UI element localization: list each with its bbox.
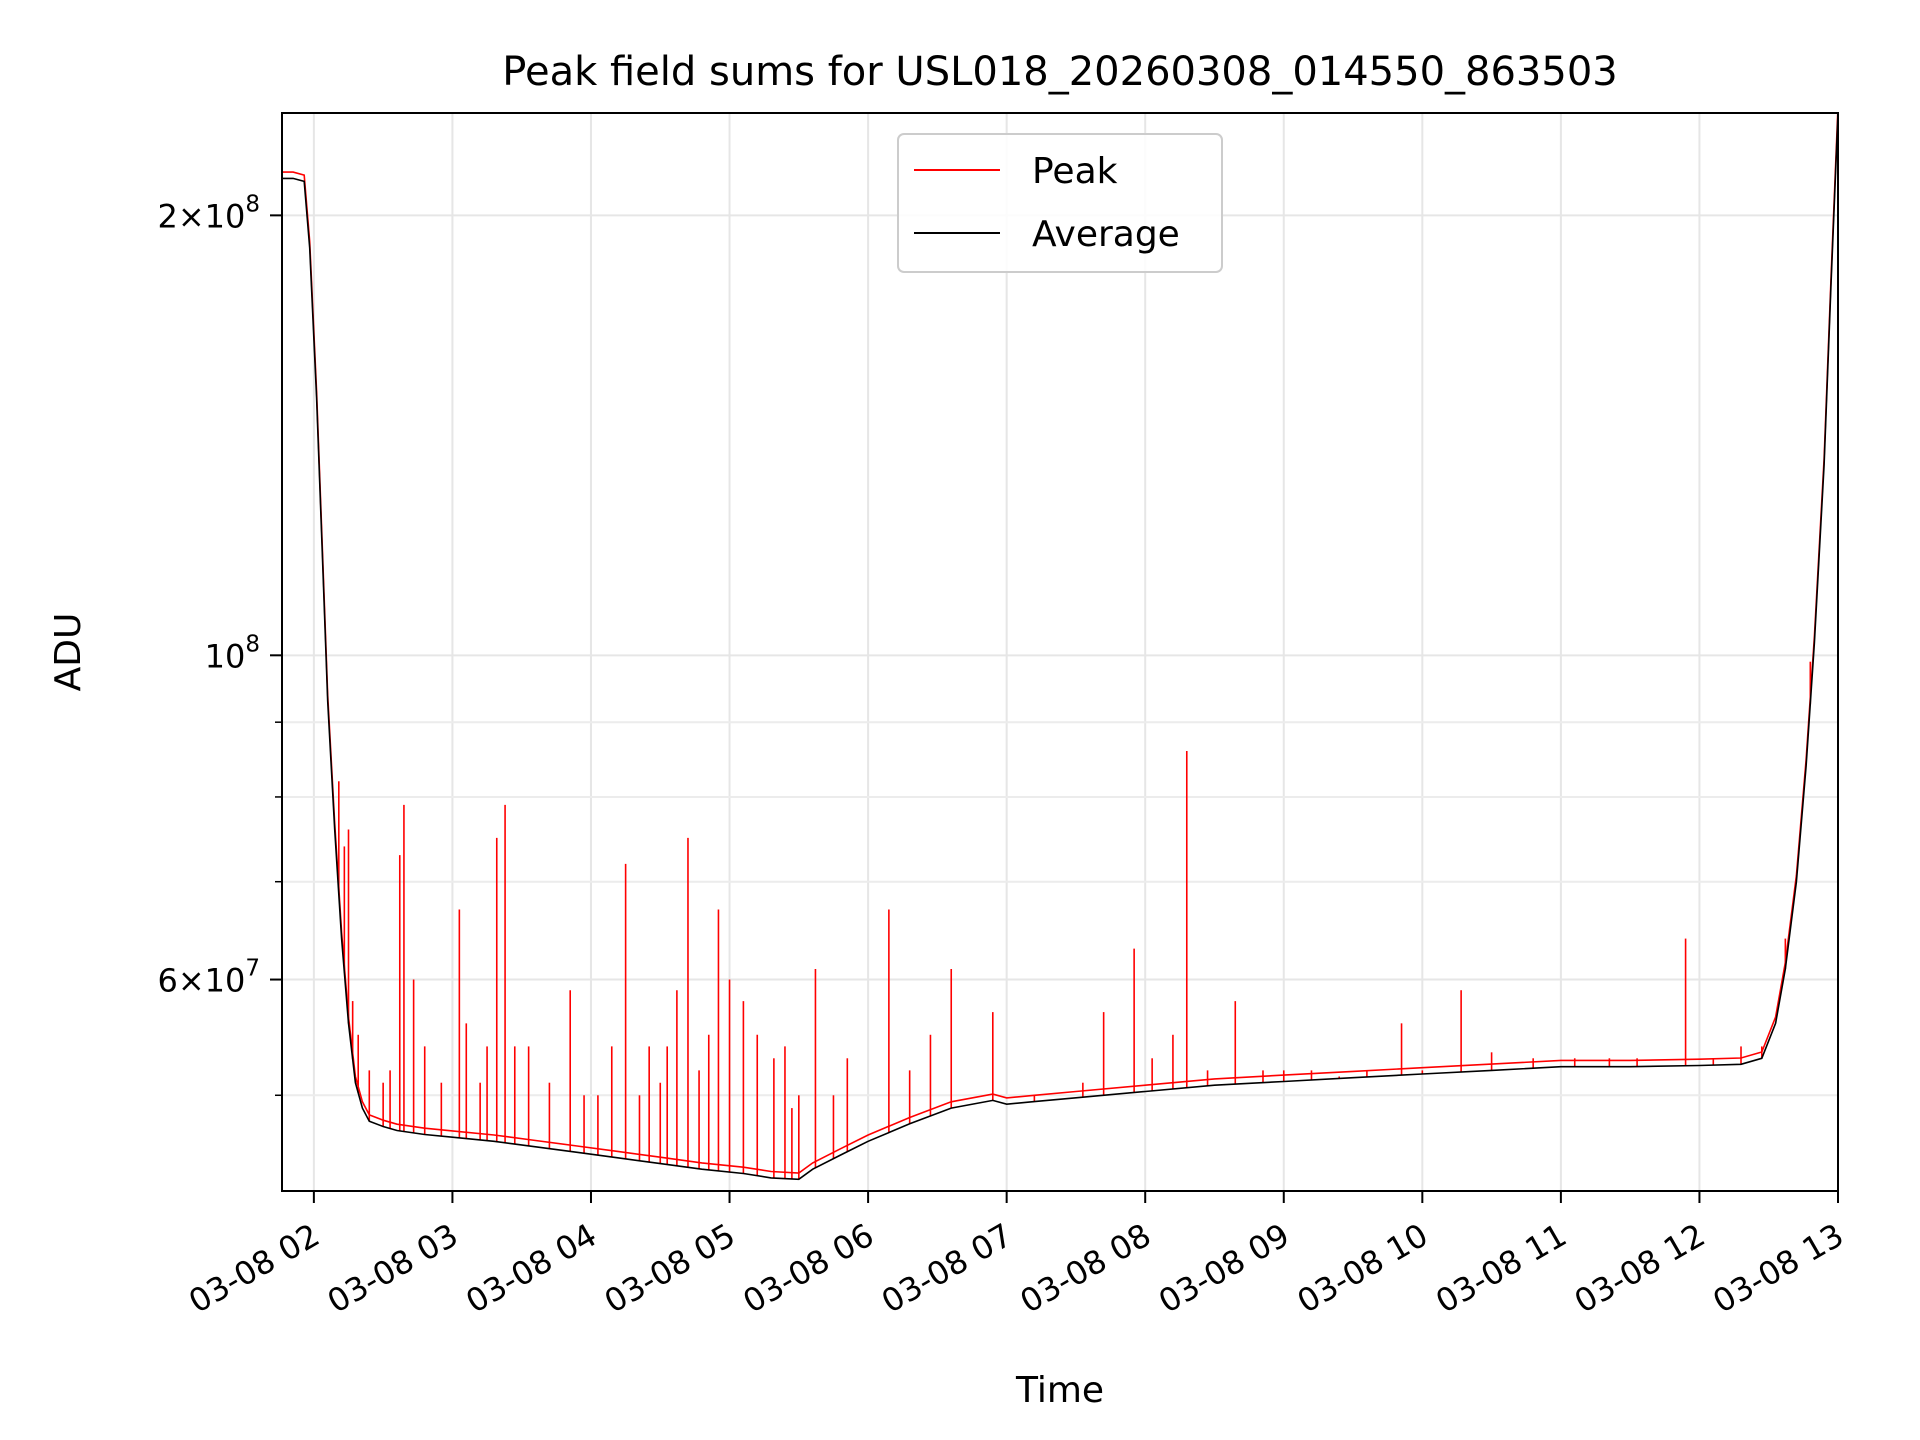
- legend: Peak Average: [897, 133, 1223, 273]
- legend-peak-label: Peak: [1032, 151, 1118, 192]
- y-axis-label: ADU: [48, 613, 89, 692]
- series-layer: [282, 113, 1838, 1181]
- legend-average-label: Average: [1032, 214, 1180, 255]
- y-tick-label: 6×107: [157, 956, 260, 1000]
- average-series-line: [282, 113, 1838, 1181]
- y-axis: 2×108 108 6×107: [157, 191, 282, 1097]
- chart-title: Peak field sums for USL018_20260308_0145…: [502, 49, 1617, 95]
- y-tick-label: 108: [205, 631, 260, 675]
- legend-box: [897, 133, 1223, 273]
- x-axis-label: Time: [1015, 1370, 1104, 1411]
- y-tick-label: 2×108: [157, 191, 260, 235]
- grid: [282, 113, 1839, 1191]
- plot-frame: [281, 112, 1839, 1192]
